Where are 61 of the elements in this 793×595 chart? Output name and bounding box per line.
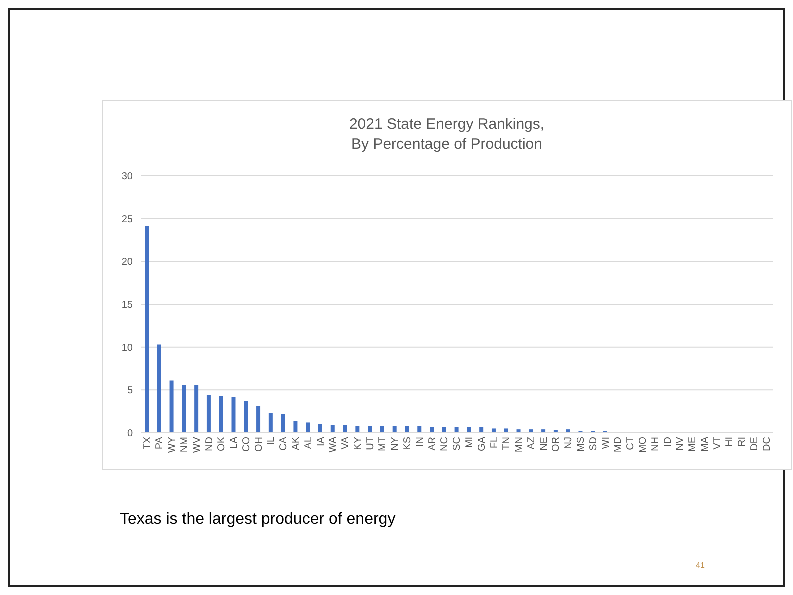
x-tick-label: VT bbox=[712, 437, 724, 450]
x-tick-label: RI bbox=[737, 437, 748, 447]
x-tick-label: VA bbox=[340, 436, 352, 450]
x-tick-label: HI bbox=[724, 437, 736, 447]
x-tick-label: AL bbox=[303, 436, 314, 450]
x-tick-label: NM bbox=[179, 437, 190, 453]
y-tick-label: 0 bbox=[127, 428, 134, 440]
x-tick-label: SC bbox=[452, 437, 464, 451]
x-tick-label: OK bbox=[216, 436, 228, 452]
x-tick-label: GA bbox=[476, 436, 488, 452]
y-tick-label: 25 bbox=[122, 214, 134, 226]
x-tick-label: DE bbox=[750, 436, 761, 451]
text: 41 bbox=[696, 561, 705, 570]
x-tick-label: MS bbox=[576, 436, 588, 452]
x-tick-label: MO bbox=[638, 436, 649, 454]
x-tick-label: ND bbox=[204, 437, 216, 452]
x-tick-label: IL bbox=[266, 436, 278, 446]
y-tick-label: 20 bbox=[122, 257, 134, 268]
text: Texas is the largest producer of energy bbox=[120, 511, 396, 529]
x-tick-label: IA bbox=[316, 436, 327, 446]
x-tick-label: SD bbox=[588, 437, 600, 451]
x-tick-label: AR bbox=[427, 437, 438, 451]
x-tick-label: CO bbox=[241, 436, 252, 452]
x-tick-label: OH bbox=[254, 437, 265, 452]
x-tick-label: AK bbox=[291, 436, 302, 450]
x-tick-label: KY bbox=[352, 436, 364, 450]
x-tick-label: MT bbox=[378, 437, 389, 452]
x-tick-label: KS bbox=[402, 436, 414, 450]
x-tick-label: NC bbox=[440, 437, 451, 452]
x-tick-label: MA bbox=[700, 436, 711, 452]
x-tick-label: WV bbox=[192, 436, 203, 454]
x-tick-label: WY bbox=[167, 436, 178, 454]
chart-title: 2021 State Energy Rankings, By Percentage of Production bbox=[348, 115, 546, 155]
x-tick-label: NE bbox=[538, 436, 550, 451]
x-tick-label: OR bbox=[551, 437, 562, 452]
x-tick-label: ID bbox=[662, 437, 674, 447]
x-tick-label: IN bbox=[414, 437, 426, 447]
x-tick-label: NY bbox=[390, 436, 402, 451]
x-tick-label: TN bbox=[502, 437, 513, 450]
x-tick-label: AZ bbox=[526, 437, 538, 450]
x-tick-label: MN bbox=[514, 437, 526, 453]
x-tick-label: NH bbox=[650, 437, 662, 452]
y-tick-label: 30 bbox=[122, 172, 134, 183]
x-tick-label: TX bbox=[142, 436, 154, 450]
x-tick-label: NV bbox=[675, 436, 686, 451]
y-tick-label: 5 bbox=[127, 386, 134, 397]
x-tick-label: MD bbox=[613, 437, 624, 453]
x-tick-label: CA bbox=[278, 436, 290, 451]
x-tick-label: CT bbox=[626, 437, 637, 450]
y-tick-label: 15 bbox=[122, 300, 134, 312]
x-tick-label: PA bbox=[154, 436, 166, 450]
y-tick-label: 10 bbox=[122, 342, 134, 354]
x-tick-label: ME bbox=[688, 436, 699, 452]
x-tick-label: WA bbox=[328, 436, 340, 453]
x-tick-label: LA bbox=[229, 436, 240, 450]
x-tick-label: WI bbox=[600, 437, 612, 450]
x-tick-label: MI bbox=[464, 437, 476, 448]
x-tick-label: DC bbox=[762, 437, 773, 452]
x-tick-label: UT bbox=[365, 437, 376, 450]
x-tick-label: FL bbox=[489, 436, 500, 449]
x-tick-label: NJ bbox=[564, 437, 575, 450]
